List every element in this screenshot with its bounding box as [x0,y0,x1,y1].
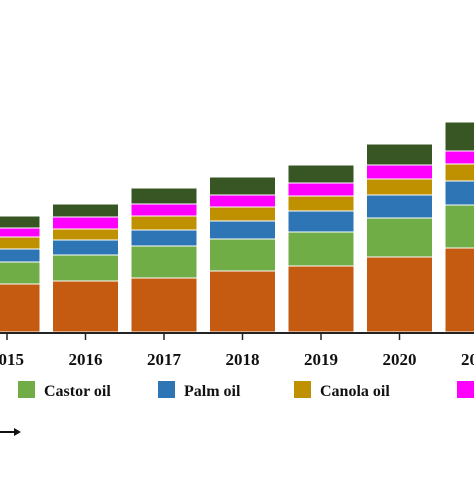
bar-segment-2015-s2 [0,248,41,263]
bar-segment-2017-s4 [130,203,198,217]
x-tick-label: 2017 [147,350,182,369]
bar-segment-2018-s5 [209,176,276,196]
bar-segment-2016-s5 [52,203,119,218]
bar-segment-2015-s4 [0,227,41,238]
bar-segment-2020-s4 [366,164,433,180]
bar-segment-2015-s0 [0,283,41,333]
bar-segment-2020-s1 [366,217,433,258]
bars-layer [0,121,474,333]
legend: Castor oil Palm oil Canola oil [18,381,474,400]
bar-segment-2020-s5 [366,143,433,166]
x-tick-label: 2021 [461,350,474,369]
bar-segment-2016-s1 [52,254,119,282]
bar-segment-2017-s1 [130,245,198,279]
arrow-icon [0,428,21,436]
bar-segment-2015-s1 [0,261,41,285]
bar-segment-2015-s5 [0,215,41,229]
bar-segment-2015-s3 [0,236,41,250]
bar-segment-2021-s5 [444,121,474,152]
bar-segment-2016-s0 [52,280,119,333]
bar-segment-2017-s0 [130,277,198,333]
bar-segment-2016-s3 [52,228,119,241]
bar-segment-2021-s0 [444,247,474,333]
bar-segment-2017-s5 [130,187,198,205]
legend-swatch [158,381,175,398]
x-tick-label: 2016 [69,350,103,369]
bar-segment-2019-s1 [287,231,355,267]
bar-segment-2019-s2 [287,210,355,233]
x-tick-label: 2019 [304,350,338,369]
x-tick-label: 2020 [383,350,417,369]
bar-segment-2021-s3 [444,163,474,182]
bar-segment-2016-s2 [52,239,119,256]
legend-label: Castor oil [44,383,111,400]
bar-segment-2018-s0 [209,270,276,333]
legend-label: Palm oil [184,383,241,400]
bar-segment-2017-s2 [130,229,198,247]
x-tick-label: 2018 [226,350,260,369]
x-ticks-layer: 2015 2016 2017 2018 2019 2020 2021 [0,333,474,369]
bar-segment-2021-s1 [444,204,474,249]
bar-segment-2018-s2 [209,220,276,240]
bar-segment-2020-s2 [366,194,433,219]
bar-segment-2021-s2 [444,180,474,206]
x-tick-label: 2015 [0,350,24,369]
bar-segment-2017-s3 [130,215,198,231]
bar-segment-2019-s5 [287,164,355,184]
legend-swatch [457,381,474,398]
bar-segment-2019-s4 [287,182,355,197]
bar-segment-2018-s1 [209,238,276,272]
legend-label: Canola oil [320,383,390,400]
bar-segment-2019-s0 [287,265,355,333]
legend-swatch [294,381,311,398]
legend-swatch [18,381,35,398]
bar-segment-2021-s4 [444,150,474,165]
bar-segment-2018-s4 [209,194,276,208]
bar-segment-2020-s3 [366,178,433,196]
bar-segment-2016-s4 [52,216,119,230]
bar-segment-2019-s3 [287,195,355,212]
bar-segment-2020-s0 [366,256,433,333]
bar-segment-2018-s3 [209,206,276,222]
